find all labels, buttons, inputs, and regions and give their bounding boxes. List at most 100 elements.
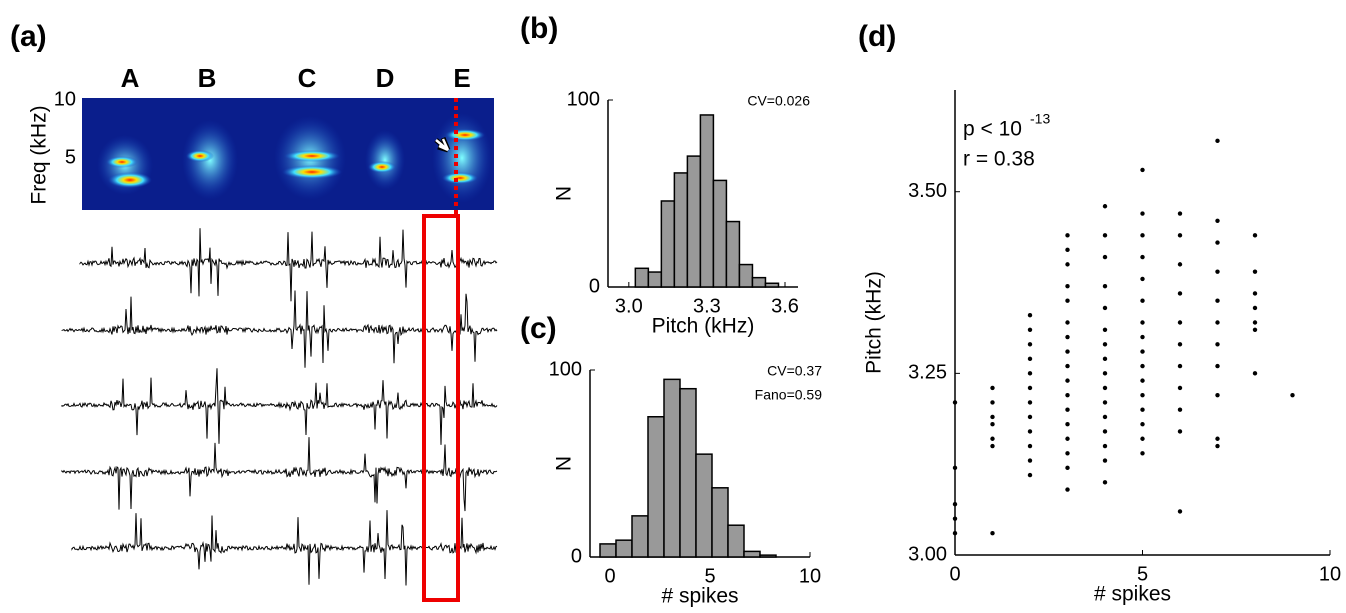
spike-traces (61, 228, 498, 586)
point (990, 385, 995, 391)
bar (647, 416, 665, 558)
point (1252, 269, 1258, 274)
point (1140, 436, 1145, 441)
point (1102, 283, 1108, 289)
point (1140, 422, 1145, 427)
point (1065, 298, 1070, 303)
point (1215, 298, 1220, 303)
bar (759, 554, 777, 558)
annotation: -13 (1030, 111, 1050, 127)
point (1177, 363, 1183, 369)
point (990, 436, 995, 441)
x-tick-label: 5 (704, 565, 715, 587)
point (990, 414, 995, 420)
point (990, 443, 995, 449)
x-axis-label: Pitch (kHz) (652, 315, 755, 338)
bar (615, 539, 633, 558)
bar (727, 524, 745, 558)
point (1027, 458, 1033, 463)
spectrogram (82, 98, 494, 216)
point (1140, 233, 1145, 238)
point (1102, 400, 1108, 405)
point (1140, 451, 1145, 456)
point (1252, 305, 1258, 311)
point (1065, 262, 1070, 267)
x-tick-label: 10 (1319, 563, 1341, 585)
point (1065, 378, 1070, 383)
point (952, 531, 958, 536)
point (1102, 327, 1108, 332)
point (1065, 233, 1070, 238)
y-tick-label: 3.25 (908, 362, 947, 384)
point (1177, 320, 1183, 325)
y-tick-label: 0 (589, 275, 600, 297)
bar (673, 172, 689, 288)
point (1027, 400, 1033, 405)
point (1215, 436, 1220, 441)
point (1102, 204, 1108, 209)
spike-trace (71, 510, 498, 586)
spike-trace (61, 368, 498, 445)
point (1177, 429, 1183, 434)
annotation: CV=0.026 (747, 93, 810, 109)
point (1140, 298, 1145, 303)
bar (631, 515, 649, 558)
y-tick-label: 100 (549, 358, 582, 380)
point (952, 501, 958, 507)
point (1215, 363, 1220, 369)
point (1177, 233, 1183, 238)
point (1177, 509, 1183, 514)
bar (712, 179, 728, 288)
point (1027, 371, 1033, 376)
y-axis-label: Pitch (kHz) (863, 271, 886, 374)
point (1252, 233, 1258, 238)
syllable-label: E (453, 63, 470, 93)
point (1027, 414, 1033, 420)
point (1102, 480, 1108, 485)
point (1252, 320, 1258, 325)
point (1027, 385, 1033, 391)
bar (711, 487, 729, 558)
bar (738, 263, 754, 288)
x-axis-label: # spikes (661, 585, 738, 608)
bar (663, 378, 681, 558)
point (1215, 138, 1220, 144)
point (1027, 429, 1033, 434)
point (1065, 465, 1070, 471)
spike-trace (61, 437, 498, 512)
y-axis-label: N (553, 186, 576, 201)
panel-label: (a) (10, 20, 47, 53)
point (1102, 458, 1108, 463)
point (1102, 429, 1108, 434)
x-tick-label: 5 (1137, 563, 1148, 585)
point (1140, 334, 1145, 340)
bar (686, 155, 702, 288)
y-tick-label: 5 (65, 146, 76, 168)
point (990, 422, 995, 427)
x-tick-label: 10 (799, 565, 821, 587)
annotation: p < 10 (963, 118, 1022, 141)
point (1027, 472, 1033, 478)
bar (725, 220, 741, 288)
point (1140, 276, 1145, 282)
spike-trace (61, 290, 498, 368)
point (1177, 262, 1183, 267)
bar (660, 200, 676, 288)
bar (679, 387, 697, 558)
y-axis-label: Freq (kHz) (28, 105, 51, 204)
syllable-label: B (198, 63, 217, 93)
annotation: r = 0.38 (963, 148, 1035, 171)
bar (751, 276, 767, 288)
point (1065, 363, 1070, 369)
point (1027, 356, 1033, 362)
point (952, 516, 958, 521)
point (1027, 443, 1033, 449)
point (1140, 320, 1145, 325)
spike-trace (79, 228, 498, 302)
point (1177, 407, 1183, 412)
x-tick-label: 3.3 (693, 295, 721, 317)
annotation: Fano=0.59 (755, 387, 823, 403)
point (1140, 378, 1145, 383)
point (1140, 254, 1145, 260)
